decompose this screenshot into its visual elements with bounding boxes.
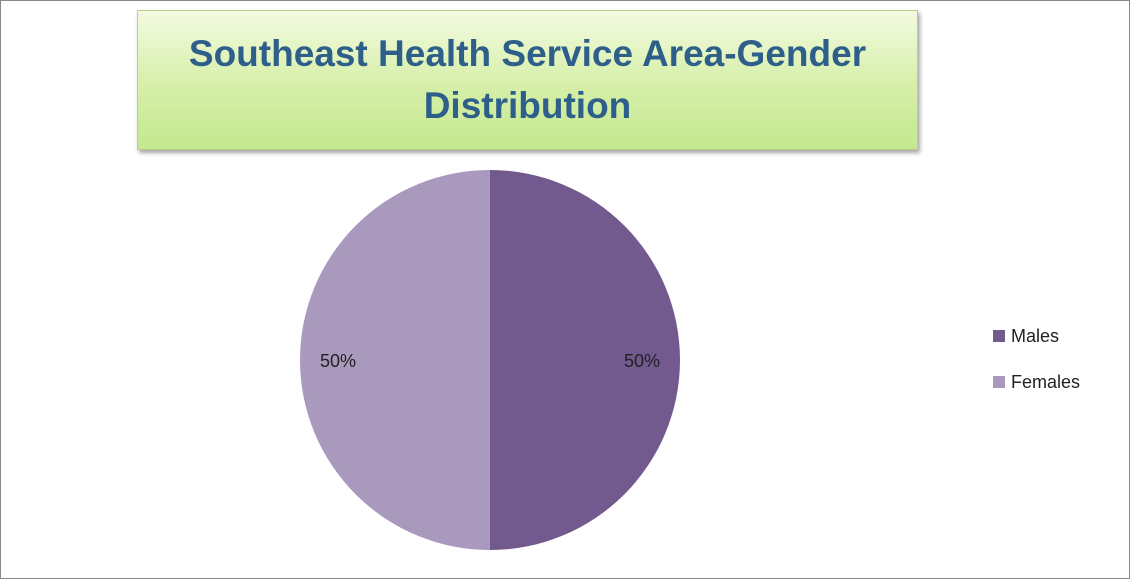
legend-label: Males	[1011, 326, 1059, 346]
chart-title: Southeast Health Service Area-Gender Dis…	[188, 33, 867, 126]
legend-swatch	[993, 330, 1005, 342]
legend-label: Females	[1011, 372, 1080, 392]
pie-slice	[490, 170, 680, 550]
legend-swatch	[993, 376, 1005, 388]
title-box: Southeast Health Service Area-Gender Dis…	[137, 10, 918, 150]
data-label: 50%	[320, 351, 356, 371]
pie-slice	[300, 170, 490, 550]
data-label: 50%	[624, 351, 660, 371]
